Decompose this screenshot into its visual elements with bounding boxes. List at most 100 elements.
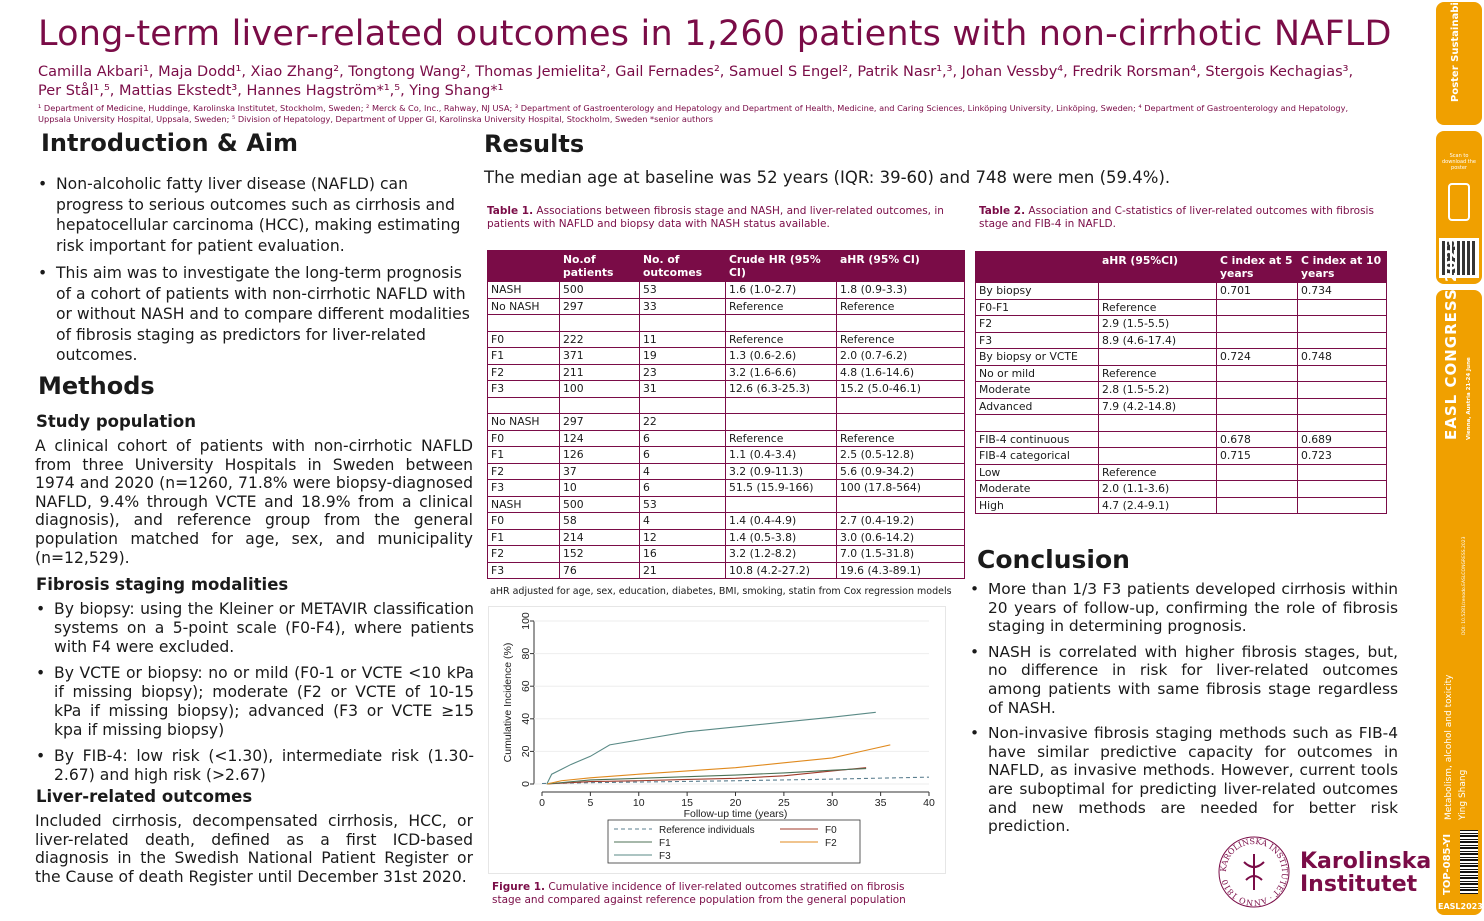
table1-cell: F3 [487,479,560,497]
x-tick-label: 25 [778,797,790,809]
cumulative-incidence-chart: 0 5 10 15 20 25 30 35 40 0 20 40 60 80 100 Follow-up ti… [502,612,935,864]
karolinska-logo: KAROLINSKA INSTITUTET · ANNO 1810 [1218,836,1290,908]
table2-cell: 0.748 [1297,348,1387,366]
table1-cell [639,396,726,414]
table2-row: Moderate 2.8 (1.5-5.2) [975,381,1387,399]
x-tick-label: 15 [681,797,693,809]
table2-row: F3 8.9 (4.6-17.4) [975,331,1387,349]
author-list: Camilla Akbari¹, Maja Dodd¹, Xiao Zhang²… [38,64,1354,99]
table1-row: F3 76 21 10.8 (4.2-27.2) 19.6 (4.3-89.1) [487,561,965,579]
table1-caption: Table 1. Associations between fibrosis s… [487,205,967,231]
table1-header-3: Crude HR (95% CI) [725,250,837,282]
intro-bullet: Non-alcoholic fatty liver disease (NAFLD… [36,174,472,256]
table1-cell: 2.5 (0.5-12.8) [836,446,965,464]
table1-cell: Reference [725,297,837,315]
table2-cell: Reference [1098,364,1217,382]
table1-cell: Reference [836,297,965,315]
table2-cell: 4.7 (2.4-9.1) [1098,496,1217,514]
table2-row: No or mild Reference [975,364,1387,382]
table2-header-0 [975,251,1099,283]
table1-cell: 58 [559,512,640,530]
qr-code[interactable] [1439,238,1479,278]
liver-outcomes-heading: Liver-related outcomes [36,787,253,806]
y-tick-label: 100 [520,612,532,630]
legend-label: F3 [659,851,671,862]
table2-cell: 0.724 [1216,348,1298,366]
table1-cell: 152 [559,545,640,563]
table1-cell: 3.2 (0.9-11.3) [725,462,837,480]
table1-cell: 2.7 (0.4-19.2) [836,512,965,530]
study-population-heading: Study population [36,412,196,431]
y-tick-label: 40 [520,713,532,725]
table1-cell: 500 [559,495,640,513]
figure-label: Figure 1. [492,881,546,893]
table1-cell: 12.6 (6.3-25.3) [725,380,837,398]
table2-cell [1216,364,1298,382]
congress-panel: EASL CONGRESS 2023 Vienna, Austria 21-24… [1436,236,1483,915]
table2-cell: F3 [975,331,1099,349]
table2-cell [1297,397,1387,415]
legend-label: F1 [659,838,671,849]
x-tick-label: 30 [826,797,838,809]
affiliations: ¹ Department of Medicine, Huddinge, Karo… [38,103,1349,124]
table1-cell: 4.8 (1.6-14.6) [836,363,965,381]
figure-caption-text: Cumulative incidence of liver-related ou… [492,881,906,906]
table1-cell: 124 [559,429,640,447]
x-axis-label: Follow-up time (years) [684,808,788,820]
conclusion-heading: Conclusion [977,545,1130,574]
table2-cell: Moderate [975,381,1099,399]
table2-cell [1098,282,1217,300]
study-population-text: A clinical cohort of patients with non-c… [35,437,473,567]
table2-caption: Table 2. Association and C-statistics of… [979,205,1379,231]
table1-cell: F3 [487,380,560,398]
x-tick-label: 35 [875,797,887,809]
table2-cell: 2.8 (1.5-5.2) [1098,381,1217,399]
table1-row: F2 152 16 3.2 (1.2-8.2) 7.0 (1.5-31.8) [487,545,965,563]
table1-cell [487,396,560,414]
table2-cell: 0.734 [1297,282,1387,300]
table1-row: F3 10 6 51.5 (15.9-166) 100 (17.8-564) [487,479,965,497]
x-tick-label: 40 [923,797,935,809]
legend-label: Reference individuals [659,825,755,836]
table1-footnote: aHR adjusted for age, sex, education, di… [490,586,952,597]
table1-cell: 297 [559,413,640,431]
table1-cell: 100 [559,380,640,398]
table2-cell: FIB-4 categorical [975,447,1099,465]
table2-cell: 0.715 [1216,447,1298,465]
table1-row: NASH 500 53 1.6 (1.0-2.7) 1.8 (0.9-3.3) [487,281,965,299]
table1-cell: F3 [487,561,560,579]
table1-cell [725,314,837,332]
table2-cell: FIB-4 continuous [975,430,1099,448]
topic-text: Metabolism, alcohol and toxicity [1444,674,1454,820]
legend-label: F0 [825,825,837,836]
table1-cell: 10 [559,479,640,497]
table1-cell: 126 [559,446,640,464]
table1-cell [725,396,837,414]
table1-cell: F1 [487,528,560,546]
fibrosis-bullet: By biopsy: using the Kleiner or METAVIR … [34,600,474,657]
table1-row: F0 222 11 Reference Reference [487,330,965,348]
table2-header-3: C index at 10 years [1297,251,1387,283]
table2-cell: High [975,496,1099,514]
table1-cell [836,413,965,431]
table1-row: F1 214 12 1.4 (0.5-3.8) 3.0 (0.6-14.2) [487,528,965,546]
table1-row: No NASH 297 22 [487,413,965,431]
table1-cell: 16 [639,545,726,563]
table1-cell: F2 [487,462,560,480]
table1-cell: 371 [559,347,640,365]
table2-cell [1297,480,1387,498]
table2-cell [1297,463,1387,481]
y-axis-label: Cumulative Incidence (%) [502,643,514,763]
series-line-reference-individuals [541,776,930,785]
table1-row: F0 58 4 1.4 (0.4-4.9) 2.7 (0.4-19.2) [487,512,965,530]
methods-heading: Methods [38,372,155,400]
table1-header-1: No.of patients [559,250,640,282]
seal-ring [1218,836,1290,908]
table2-row: FIB-4 categorical 0.715 0.723 [975,447,1387,465]
table2-cell [1216,381,1298,399]
table2-cell: Reference [1098,463,1217,481]
series-line-f0 [546,767,867,785]
table1-cell: 222 [559,330,640,348]
table2-cell [1216,315,1298,333]
legend-label: F2 [825,838,837,849]
